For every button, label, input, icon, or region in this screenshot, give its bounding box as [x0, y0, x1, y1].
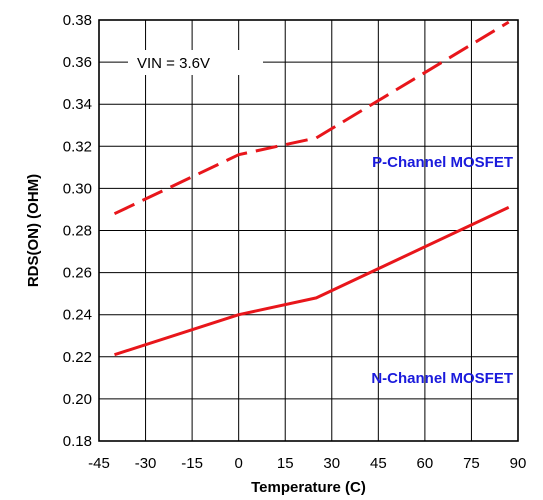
p-channel-label: P-Channel MOSFET — [372, 154, 513, 171]
x-tick-label: 75 — [463, 455, 480, 472]
y-tick-label: 0.34 — [63, 96, 92, 113]
x-tick-label: 60 — [417, 455, 434, 472]
y-tick-labels: 0.18 0.20 0.22 0.24 0.26 0.28 0.30 0.32 0.34 0.36… — [63, 12, 92, 450]
y-axis-title: RDS(ON) (OHM) — [25, 174, 42, 287]
x-tick-labels: -45 -30 -15 0 15 30 45 60 75 90 — [88, 455, 526, 472]
y-tick-label: 0.26 — [63, 265, 92, 282]
x-tick-label: -15 — [181, 455, 203, 472]
x-tick-label: 0 — [234, 455, 242, 472]
grid — [99, 20, 518, 441]
y-tick-label: 0.28 — [63, 223, 92, 240]
y-tick-label: 0.38 — [63, 12, 92, 29]
x-tick-label: -45 — [88, 455, 110, 472]
x-axis-title: Temperature (C) — [251, 479, 366, 496]
y-tick-label: 0.36 — [63, 54, 92, 71]
x-tick-label: 30 — [323, 455, 340, 472]
y-tick-label: 0.22 — [63, 349, 92, 366]
annotation-background — [128, 50, 263, 75]
n-channel-label: N-Channel MOSFET — [371, 370, 513, 387]
y-tick-label: 0.24 — [63, 307, 92, 324]
series-layer — [113, 20, 510, 357]
y-tick-label: 0.32 — [63, 138, 92, 155]
x-tick-label: 15 — [277, 455, 294, 472]
y-tick-label: 0.18 — [63, 433, 92, 450]
vin-annotation: VIN = 3.6V — [137, 55, 210, 72]
x-tick-label: 90 — [510, 455, 527, 472]
p-channel-series-line — [113, 20, 510, 216]
plot-frame — [98, 19, 519, 442]
y-tick-label: 0.30 — [63, 180, 92, 197]
x-tick-label: -30 — [135, 455, 157, 472]
x-tick-label: 45 — [370, 455, 387, 472]
n-channel-series-line — [114, 205, 510, 357]
y-tick-label: 0.20 — [63, 391, 92, 408]
